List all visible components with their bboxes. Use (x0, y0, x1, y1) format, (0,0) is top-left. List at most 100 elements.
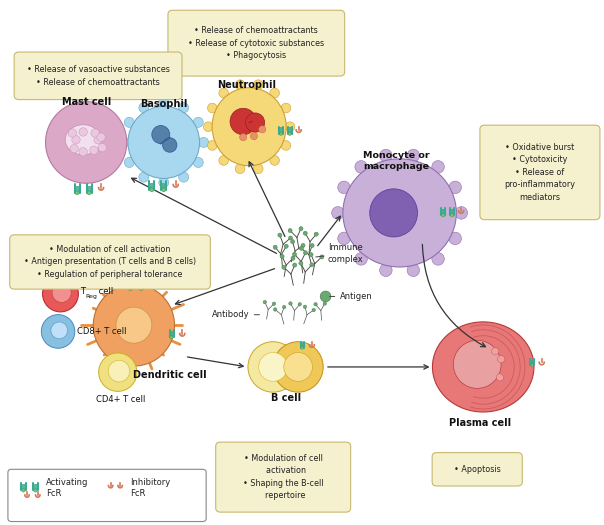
Ellipse shape (407, 149, 420, 162)
Ellipse shape (432, 322, 534, 412)
Ellipse shape (289, 302, 292, 305)
Ellipse shape (42, 276, 79, 312)
FancyBboxPatch shape (8, 469, 206, 521)
Ellipse shape (139, 102, 149, 113)
Ellipse shape (72, 135, 80, 144)
Ellipse shape (281, 103, 291, 113)
Ellipse shape (108, 360, 130, 382)
Ellipse shape (284, 244, 288, 248)
Ellipse shape (162, 138, 177, 152)
Ellipse shape (87, 191, 91, 195)
Ellipse shape (119, 138, 129, 148)
Ellipse shape (314, 232, 318, 236)
Ellipse shape (291, 239, 295, 244)
Ellipse shape (299, 227, 303, 230)
FancyBboxPatch shape (10, 235, 210, 289)
Text: • Modulation of cell activation
• Antigen presentation (T cells and B cells)
• R: • Modulation of cell activation • Antige… (24, 245, 196, 279)
Text: Activating
FcR: Activating FcR (46, 478, 89, 499)
Ellipse shape (193, 158, 204, 167)
Ellipse shape (455, 207, 467, 219)
Ellipse shape (41, 314, 75, 348)
Ellipse shape (323, 302, 327, 305)
Ellipse shape (312, 308, 315, 312)
Ellipse shape (124, 158, 134, 167)
Ellipse shape (140, 287, 143, 290)
Text: Antigen: Antigen (340, 292, 373, 301)
Ellipse shape (310, 262, 314, 267)
Ellipse shape (282, 265, 286, 269)
Ellipse shape (162, 188, 165, 192)
Ellipse shape (298, 302, 301, 306)
Ellipse shape (254, 80, 263, 90)
Ellipse shape (273, 245, 277, 249)
Ellipse shape (301, 244, 305, 247)
Ellipse shape (274, 308, 277, 311)
Ellipse shape (300, 246, 303, 250)
Ellipse shape (204, 122, 213, 132)
Ellipse shape (45, 101, 127, 183)
Ellipse shape (355, 253, 367, 265)
Ellipse shape (270, 88, 280, 98)
Ellipse shape (208, 141, 217, 150)
Ellipse shape (68, 129, 77, 137)
Ellipse shape (451, 214, 454, 217)
Ellipse shape (34, 489, 37, 492)
Ellipse shape (124, 117, 134, 128)
Ellipse shape (219, 88, 228, 98)
Text: CD4+ T cell: CD4+ T cell (96, 395, 146, 404)
Ellipse shape (283, 306, 286, 309)
Ellipse shape (259, 352, 288, 381)
Ellipse shape (454, 340, 501, 388)
Ellipse shape (301, 346, 304, 349)
Ellipse shape (278, 233, 282, 237)
Ellipse shape (52, 283, 71, 302)
Ellipse shape (289, 236, 292, 240)
Ellipse shape (338, 181, 350, 194)
FancyBboxPatch shape (216, 442, 351, 512)
Ellipse shape (310, 244, 314, 248)
Text: Reg: Reg (86, 294, 97, 299)
Ellipse shape (370, 189, 417, 237)
Text: • Release of vasoactive substances
• Release of chemoattractants: • Release of vasoactive substances • Rel… (27, 65, 170, 87)
Ellipse shape (208, 103, 217, 113)
Text: Immune
complex: Immune complex (328, 243, 364, 264)
Ellipse shape (288, 132, 291, 135)
Ellipse shape (442, 214, 445, 217)
Ellipse shape (449, 232, 461, 245)
FancyBboxPatch shape (480, 125, 600, 219)
Ellipse shape (284, 352, 312, 381)
Text: Neutrophil: Neutrophil (217, 80, 275, 90)
Ellipse shape (98, 143, 106, 152)
Ellipse shape (152, 125, 170, 143)
Ellipse shape (280, 254, 284, 258)
Ellipse shape (270, 155, 280, 165)
Ellipse shape (212, 88, 286, 166)
Text: • Apoptosis: • Apoptosis (454, 465, 501, 474)
Ellipse shape (90, 146, 98, 154)
Ellipse shape (332, 207, 344, 219)
Text: T: T (80, 287, 85, 296)
Ellipse shape (492, 348, 499, 355)
Ellipse shape (303, 231, 307, 235)
Ellipse shape (498, 355, 505, 363)
Ellipse shape (314, 302, 317, 306)
Ellipse shape (254, 164, 263, 174)
Text: Plasma cell: Plasma cell (449, 418, 511, 428)
Ellipse shape (292, 253, 297, 256)
Ellipse shape (380, 149, 392, 162)
Ellipse shape (432, 161, 445, 173)
Text: Basophil: Basophil (140, 99, 187, 109)
Ellipse shape (159, 177, 169, 187)
Ellipse shape (170, 336, 173, 339)
Ellipse shape (303, 305, 307, 309)
Ellipse shape (116, 307, 152, 343)
Ellipse shape (281, 141, 291, 150)
Ellipse shape (98, 353, 137, 392)
Ellipse shape (343, 159, 457, 267)
Ellipse shape (235, 80, 245, 90)
Ellipse shape (91, 129, 99, 137)
Text: • Release of chemoattractants
• Release of cytotoxic substances
• Phagocytosis: • Release of chemoattractants • Release … (188, 26, 324, 60)
Text: Dendritic cell: Dendritic cell (133, 370, 207, 380)
Ellipse shape (22, 489, 25, 492)
Ellipse shape (179, 102, 188, 113)
